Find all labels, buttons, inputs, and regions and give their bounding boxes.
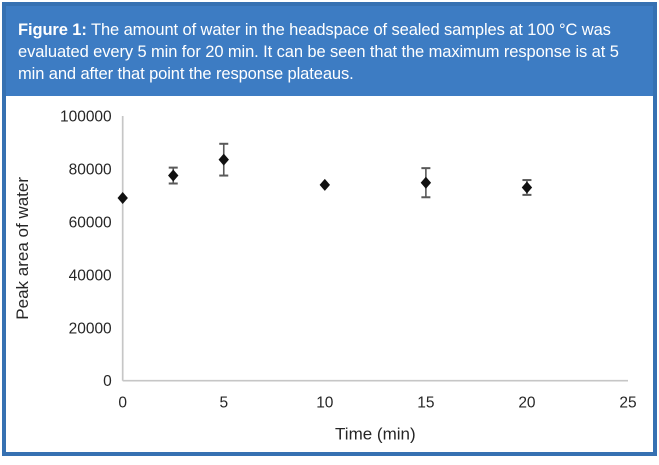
x-tick-label: 5: [219, 395, 228, 412]
x-tick-label: 10: [316, 395, 334, 412]
y-tick-label: 0: [103, 373, 112, 390]
x-tick-label: 25: [619, 395, 636, 412]
y-tick-label: 100000: [60, 109, 112, 126]
y-tick-label: 40000: [69, 267, 112, 284]
x-tick-label: 15: [417, 395, 434, 412]
figure-caption-text: The amount of water in the headspace of …: [18, 21, 619, 83]
data-point-marker: [117, 192, 128, 205]
x-axis-title: Time (min): [335, 425, 416, 444]
figure-panel: Figure 1: The amount of water in the hea…: [2, 2, 657, 456]
y-tick-label: 20000: [69, 320, 112, 337]
x-tick-label: 0: [118, 395, 127, 412]
figure-caption: Figure 1: The amount of water in the hea…: [6, 6, 653, 96]
y-tick-label: 60000: [69, 214, 112, 231]
chart-area: 0 20000 40000 60000 80000 100000 0 5 10 15 20 25 Pea…: [6, 96, 653, 452]
data-point-marker: [319, 178, 331, 191]
y-axis-title: Peak area of water: [13, 177, 32, 320]
x-tick-label: 20: [518, 395, 536, 412]
y-tick-label: 80000: [69, 161, 112, 178]
data-point-marker: [168, 169, 179, 182]
data-point-marker: [420, 176, 432, 189]
figure-caption-label: Figure 1:: [18, 21, 87, 39]
data-point-marker: [521, 181, 533, 194]
scatter-chart: 0 20000 40000 60000 80000 100000 0 5 10 15 20 25 Pea…: [13, 109, 637, 444]
data-point-marker: [218, 153, 229, 166]
